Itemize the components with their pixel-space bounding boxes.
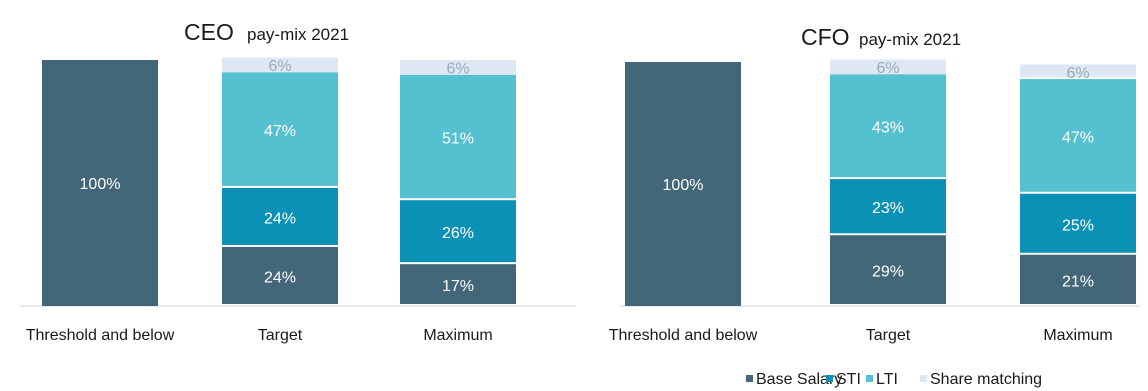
ceo-bar-maximum-share-matching (400, 60, 516, 75)
cfo-chart: CFO pay-mix 2021 100% Threshold and below… (609, 24, 1140, 344)
cfo-bar-target-sti (830, 179, 946, 234)
cfo-bar-maximum-base-salary (1020, 254, 1136, 304)
legend-swatch-sti (826, 375, 833, 382)
ceo-category-target: Target (258, 327, 303, 344)
ceo-bar-target-base-salary (222, 246, 338, 304)
cfo-bar-target-share-matching (830, 59, 946, 75)
cfo-label-maximum-lti: 47% (1062, 129, 1094, 146)
cfo-bar-maximum-share-matching (1020, 64, 1136, 78)
cfo-bar-target-lti (830, 74, 946, 178)
ceo-chart: CEO pay-mix 2021 100% Threshold and below… (20, 19, 576, 344)
ceo-chart-title-sub: pay-mix 2021 (247, 25, 349, 44)
ceo-bar-threshold-and-below-base-salary (42, 60, 158, 306)
cfo-bar-threshold-and-below-base-salary (625, 62, 741, 306)
cfo-bar-maximum-lti (1020, 79, 1136, 192)
cfo-bar-target-base-salary (830, 235, 946, 304)
cfo-chart-title-sub: pay-mix 2021 (859, 30, 961, 49)
cfo-category-maximum: Maximum (1043, 327, 1112, 344)
cfo-label-threshold-and-below-base-salary: 100% (663, 177, 704, 194)
ceo-label-target-sti: 24% (264, 210, 296, 227)
cfo-label-maximum-sti: 25% (1062, 217, 1094, 234)
ceo-category-threshold-and-below: Threshold and below (26, 327, 175, 344)
legend-swatch-base-salary (746, 375, 753, 382)
ceo-bar-target-lti (222, 72, 338, 186)
ceo-label-maximum-base-salary: 17% (442, 278, 474, 295)
cfo-label-target-lti: 43% (872, 120, 904, 137)
ceo-label-target-share-matching: 6% (268, 58, 291, 75)
cfo-category-threshold-and-below: Threshold and below (609, 327, 758, 344)
cfo-bar-maximum-sti (1020, 193, 1136, 253)
cfo-category-target: Target (866, 327, 911, 344)
legend-label-lti: LTI (876, 371, 898, 388)
cfo-chart-bars: 100% Threshold and below 29% 23% 43% 6% Target… (609, 59, 1136, 344)
ceo-chart-bars: 100% Threshold and below 24% 24% 47% 6% Target… (26, 57, 516, 344)
legend-label-base-salary: Base Salary (756, 371, 842, 388)
ceo-bar-target-share-matching (222, 57, 338, 73)
ceo-category-maximum: Maximum (423, 327, 492, 344)
cfo-chart-title-main: CFO (801, 24, 850, 50)
cfo-label-target-share-matching: 6% (876, 60, 899, 77)
ceo-label-maximum-share-matching: 6% (446, 60, 469, 77)
ceo-label-target-base-salary: 24% (264, 269, 296, 286)
legend-swatch-lti (866, 375, 873, 382)
cfo-label-maximum-share-matching: 6% (1066, 65, 1089, 82)
legend-label-sti: STI (836, 371, 861, 388)
legend-label-share-matching: Share matching (930, 371, 1042, 388)
ceo-label-threshold-and-below-base-salary: 100% (80, 176, 121, 193)
legend-swatch-share-matching (920, 375, 927, 382)
ceo-bar-target-sti (222, 187, 338, 245)
ceo-label-maximum-sti: 26% (442, 225, 474, 242)
cfo-label-target-sti: 23% (872, 200, 904, 217)
ceo-label-target-lti: 47% (264, 123, 296, 140)
cfo-label-maximum-base-salary: 21% (1062, 273, 1094, 290)
ceo-bar-maximum-base-salary (400, 264, 516, 304)
ceo-chart-title-main: CEO (184, 19, 234, 45)
ceo-bar-maximum-lti (400, 74, 516, 199)
cfo-label-target-base-salary: 29% (872, 264, 904, 281)
ceo-bar-maximum-sti (400, 200, 516, 263)
ceo-label-maximum-lti: 51% (442, 130, 474, 147)
